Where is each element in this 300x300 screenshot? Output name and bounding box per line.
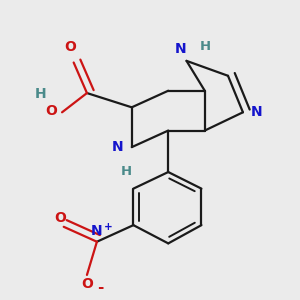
- Text: H: H: [35, 87, 46, 101]
- Text: N: N: [251, 105, 263, 119]
- Text: N: N: [91, 224, 103, 239]
- Text: O: O: [45, 103, 57, 118]
- Text: H: H: [200, 40, 211, 52]
- Text: N: N: [175, 42, 187, 56]
- Text: H: H: [121, 165, 132, 178]
- Text: O: O: [81, 277, 93, 291]
- Text: +: +: [104, 222, 113, 233]
- Text: N: N: [112, 140, 123, 154]
- Text: O: O: [64, 40, 76, 54]
- Text: O: O: [55, 211, 66, 225]
- Text: -: -: [97, 280, 103, 295]
